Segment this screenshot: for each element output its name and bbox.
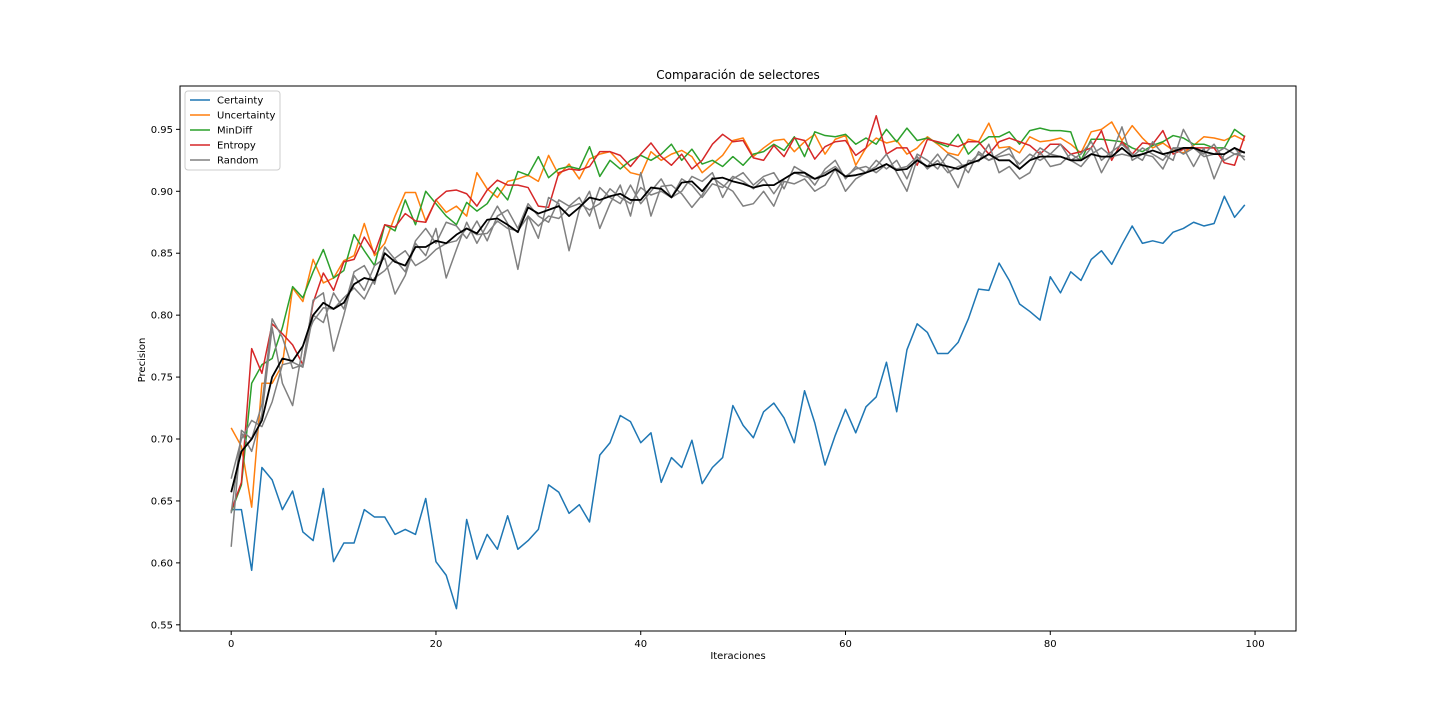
plot-frame (179, 85, 1297, 632)
y-tick-label: 0.60 (151, 558, 173, 569)
x-axis-label: Iteraciones (710, 651, 765, 662)
x-axis: 0 20 40 60 80 100 (228, 631, 1265, 650)
series-line-average (230, 147, 1246, 493)
legend-label-entropy: Entropy (217, 141, 256, 152)
series-line-uncertainty (230, 121, 1246, 508)
series-line-certainty (231, 195, 1246, 610)
y-axis-label: Precision (137, 338, 148, 383)
x-tick-label: 0 (228, 639, 234, 650)
chart-title: Comparación de selectores (656, 68, 819, 82)
legend-label-certainty: Certainty (217, 96, 263, 107)
y-tick-label: 0.80 (151, 311, 173, 322)
legend: Certainty Uncertainty MinDiff Entropy Random (184, 90, 281, 171)
series-line-mindiff (230, 127, 1246, 513)
y-tick-label: 0.95 (151, 125, 173, 136)
y-axis: 0.55 0.60 0.65 0.70 0.75 0.80 0.85 0.90 0.95 (151, 125, 180, 631)
y-tick-label: 0.70 (151, 435, 173, 446)
series-line-random-2 (230, 147, 1245, 514)
legend-box (184, 90, 281, 171)
series-line-entropy (230, 114, 1246, 512)
x-tick-label: 20 (430, 639, 443, 650)
x-tick-label: 40 (634, 639, 647, 650)
x-tick-label: 100 (1245, 639, 1264, 650)
y-tick-label: 0.65 (151, 496, 173, 507)
y-tick-label: 0.75 (151, 373, 173, 384)
x-tick-label: 60 (839, 639, 852, 650)
series-line-random-3 (230, 128, 1245, 479)
legend-label-mindiff: MinDiff (217, 126, 253, 137)
y-tick-label: 0.55 (151, 620, 173, 631)
y-tick-label: 0.90 (151, 187, 173, 198)
plot-lines (230, 114, 1246, 610)
y-tick-label: 0.85 (151, 249, 173, 260)
legend-label-random: Random (217, 156, 258, 167)
x-tick-label: 80 (1044, 639, 1057, 650)
legend-label-uncertainty: Uncertainty (217, 111, 276, 122)
